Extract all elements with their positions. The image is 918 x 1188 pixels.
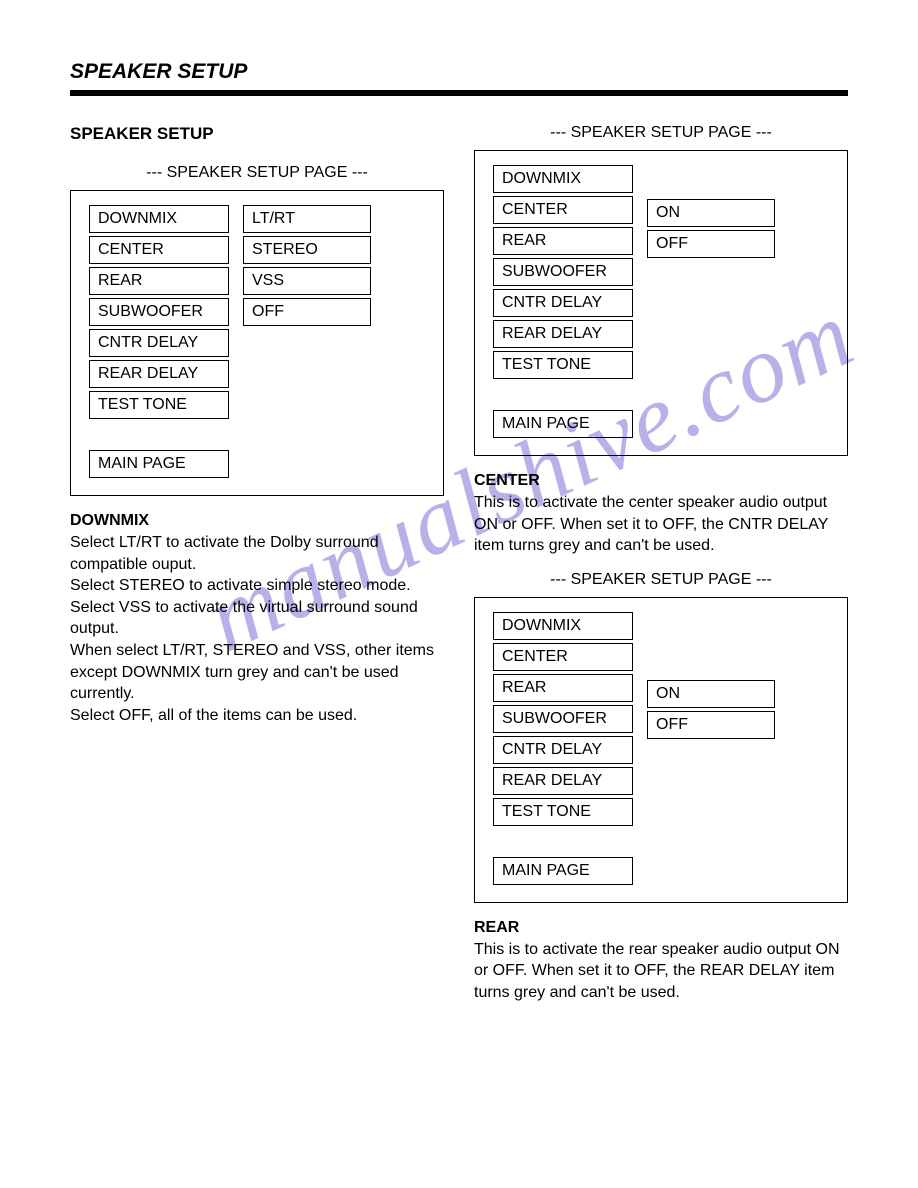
menu-item-rear: REAR [89, 267, 229, 295]
menu-item-main-page: MAIN PAGE [89, 450, 229, 478]
rear-description: This is to activate the rear speaker aud… [474, 939, 848, 1004]
downmix-p4: When select LT/RT, STEREO and VSS, other… [70, 642, 434, 702]
option-off: OFF [243, 298, 371, 326]
panel-title-right-2: --- SPEAKER SETUP PAGE --- [474, 571, 848, 589]
downmix-p2: Select STEREO to activate simple stereo … [70, 577, 411, 594]
downmix-p1: Select LT/RT to activate the Dolby surro… [70, 534, 379, 573]
panel2-right-list: ON OFF [647, 199, 775, 261]
menu-item-rear-delay: REAR DELAY [89, 360, 229, 388]
downmix-description: Select LT/RT to activate the Dolby surro… [70, 532, 444, 726]
title-divider [70, 90, 848, 96]
panel1-right-list: LT/RT STEREO VSS OFF [243, 205, 371, 329]
option-on: ON [647, 199, 775, 227]
option-on: ON [647, 680, 775, 708]
menu-item-rear: REAR [493, 674, 633, 702]
left-column: SPEAKER SETUP --- SPEAKER SETUP PAGE ---… [70, 124, 444, 1018]
content-columns: SPEAKER SETUP --- SPEAKER SETUP PAGE ---… [70, 124, 848, 1018]
downmix-heading: DOWNMIX [70, 512, 444, 530]
menu-item-rear: REAR [493, 227, 633, 255]
panel-title-left: --- SPEAKER SETUP PAGE --- [70, 164, 444, 182]
menu-item-downmix: DOWNMIX [493, 165, 633, 193]
speaker-setup-panel-2: DOWNMIX CENTER REAR SUBWOOFER CNTR DELAY… [474, 150, 848, 456]
panel-title-right-1: --- SPEAKER SETUP PAGE --- [474, 124, 848, 142]
option-off: OFF [647, 230, 775, 258]
menu-item-test-tone: TEST TONE [493, 798, 633, 826]
section-heading-left: SPEAKER SETUP [70, 124, 444, 144]
option-ltrt: LT/RT [243, 205, 371, 233]
menu-item-cntr-delay: CNTR DELAY [493, 736, 633, 764]
menu-item-test-tone: TEST TONE [89, 391, 229, 419]
menu-item-subwoofer: SUBWOOFER [89, 298, 229, 326]
menu-item-cntr-delay: CNTR DELAY [493, 289, 633, 317]
menu-item-rear-delay: REAR DELAY [493, 767, 633, 795]
center-description: This is to activate the center speaker a… [474, 492, 848, 557]
option-vss: VSS [243, 267, 371, 295]
speaker-setup-panel-3: DOWNMIX CENTER REAR SUBWOOFER CNTR DELAY… [474, 597, 848, 903]
page-title: SPEAKER SETUP [70, 60, 848, 84]
panel2-left-list: DOWNMIX CENTER REAR SUBWOOFER CNTR DELAY… [493, 165, 633, 441]
panel1-left-list: DOWNMIX CENTER REAR SUBWOOFER CNTR DELAY… [89, 205, 229, 481]
menu-item-downmix: DOWNMIX [89, 205, 229, 233]
menu-item-subwoofer: SUBWOOFER [493, 258, 633, 286]
menu-item-main-page: MAIN PAGE [493, 410, 633, 438]
downmix-p5: Select OFF, all of the items can be used… [70, 707, 357, 724]
menu-item-subwoofer: SUBWOOFER [493, 705, 633, 733]
center-heading: CENTER [474, 472, 848, 490]
menu-item-main-page: MAIN PAGE [493, 857, 633, 885]
speaker-setup-panel-1: DOWNMIX CENTER REAR SUBWOOFER CNTR DELAY… [70, 190, 444, 496]
panel3-right-list: ON OFF [647, 680, 775, 742]
menu-item-cntr-delay: CNTR DELAY [89, 329, 229, 357]
menu-item-center: CENTER [493, 643, 633, 671]
menu-item-center: CENTER [493, 196, 633, 224]
right-column: --- SPEAKER SETUP PAGE --- DOWNMIX CENTE… [474, 124, 848, 1018]
menu-item-center: CENTER [89, 236, 229, 264]
menu-item-rear-delay: REAR DELAY [493, 320, 633, 348]
option-stereo: STEREO [243, 236, 371, 264]
menu-item-downmix: DOWNMIX [493, 612, 633, 640]
menu-item-test-tone: TEST TONE [493, 351, 633, 379]
panel3-left-list: DOWNMIX CENTER REAR SUBWOOFER CNTR DELAY… [493, 612, 633, 888]
option-off: OFF [647, 711, 775, 739]
rear-heading: REAR [474, 919, 848, 937]
downmix-p3: Select VSS to activate the virtual surro… [70, 599, 418, 638]
